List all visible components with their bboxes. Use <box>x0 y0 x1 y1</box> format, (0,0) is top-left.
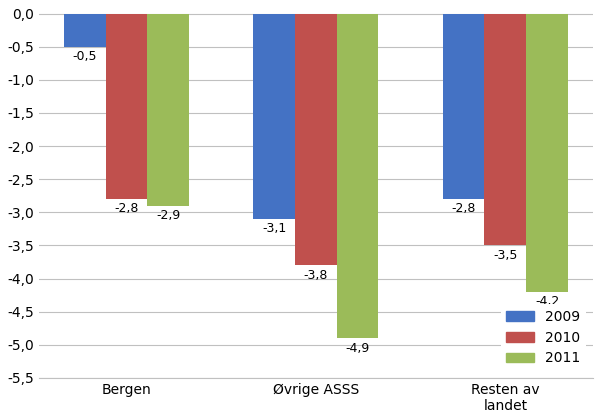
Bar <box>64 13 106 47</box>
Bar <box>253 13 295 219</box>
Text: -4,9: -4,9 <box>346 341 370 354</box>
Text: -4,2: -4,2 <box>535 295 559 308</box>
Bar <box>337 13 379 338</box>
Bar <box>295 13 337 265</box>
Bar <box>484 13 526 245</box>
Text: -2,9: -2,9 <box>156 209 180 222</box>
Bar <box>106 13 147 199</box>
Bar <box>147 13 189 206</box>
Text: -2,8: -2,8 <box>114 202 139 215</box>
Text: -3,1: -3,1 <box>262 222 286 235</box>
Text: -3,5: -3,5 <box>493 249 518 262</box>
Text: -0,5: -0,5 <box>73 50 97 63</box>
Bar <box>443 13 484 199</box>
Bar <box>526 13 568 292</box>
Text: -3,8: -3,8 <box>304 269 328 282</box>
Text: -2,8: -2,8 <box>451 202 476 215</box>
Legend: 2009, 2010, 2011: 2009, 2010, 2011 <box>501 304 586 371</box>
